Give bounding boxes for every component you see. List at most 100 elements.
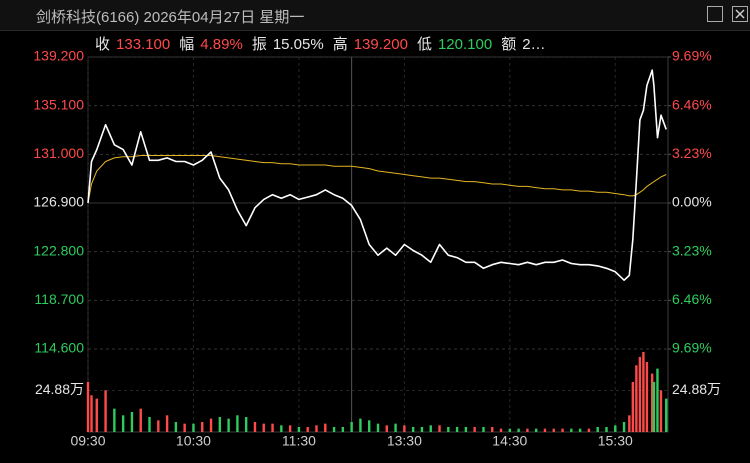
volume-bar: [174, 421, 178, 432]
volume-bar: [534, 428, 538, 432]
volume-bar: [288, 425, 292, 432]
volume-bar: [86, 381, 90, 432]
volume-bar: [638, 356, 642, 432]
stat: 低 120.100: [417, 33, 492, 54]
volume-bar: [192, 423, 195, 432]
volume-bar: [148, 416, 151, 432]
volume-bar: [394, 423, 397, 432]
volume-bar: [411, 426, 415, 432]
plot-frame: [87, 56, 669, 433]
stats-row: 收 133.100 幅 4.89% 振 15.05% 高 139.200 低 120.100 额 2…: [95, 33, 546, 54]
y2-tick-label: 3.23%: [672, 242, 712, 258]
volume-bar: [482, 426, 485, 432]
y-tick-label: 139.200: [33, 48, 84, 64]
volume-bar: [306, 426, 309, 432]
volume-bar: [201, 421, 204, 432]
volume-bar: [642, 351, 645, 432]
price-line: [87, 69, 667, 281]
y2-tick-label: 9.69%: [672, 340, 712, 356]
volume-bar: [631, 381, 635, 432]
volume-bar: [570, 428, 573, 432]
y2-tick-label: 9.69%: [672, 48, 712, 64]
y2-tick-label: 3.23%: [672, 145, 712, 161]
stat: 振 15.05%: [252, 33, 324, 54]
volume-bar: [464, 426, 468, 432]
stat-value: 120.100: [437, 36, 493, 53]
x-tick-label: 09:30: [70, 433, 105, 449]
stat-value: 139.200: [353, 36, 408, 53]
volume-bar: [209, 418, 213, 432]
volume-bar: [315, 425, 318, 432]
volume-bar: [628, 415, 631, 432]
volume-bar: [455, 426, 459, 432]
volume-bar: [90, 395, 93, 432]
stat-value: 133.100: [116, 36, 171, 53]
volume-bar: [403, 425, 406, 432]
volume-bar: [561, 428, 564, 432]
volume-bar: [385, 425, 388, 432]
x-tick-label: 11:30: [282, 433, 316, 449]
volume-bar: [526, 428, 529, 432]
volume-bar: [587, 428, 591, 432]
volume-bar: [508, 428, 512, 432]
y-tick-label: 122.800: [33, 242, 84, 258]
volume-bar: [438, 425, 441, 432]
volume-bar: [645, 361, 649, 432]
volume-bar: [447, 426, 450, 432]
volume-bar: [332, 426, 336, 432]
volume-bar: [297, 426, 301, 432]
stat-label: 高: [332, 36, 348, 53]
volume-bar: [244, 416, 248, 432]
y2-tick-label: 0.00%: [672, 194, 712, 210]
y-tick-label: 135.100: [33, 96, 84, 112]
volume-bar: [376, 423, 380, 432]
y2-tick-label: 6.46%: [672, 96, 712, 112]
stat-label: 收: [95, 36, 111, 53]
x-tick-label: 15:30: [598, 433, 633, 449]
stat-label: 低: [416, 36, 432, 53]
volume-bar: [552, 428, 555, 432]
volume-bar: [157, 420, 160, 432]
volume-bar: [104, 390, 107, 432]
x-tick-label: 13:30: [387, 433, 422, 449]
volume-bar: [236, 415, 239, 432]
volume-bar: [614, 425, 617, 432]
stat: 额 2…: [501, 33, 545, 54]
title-bar: 剑桥科技(6166) 2026年04月27日 星期一: [0, 0, 750, 31]
volume-bar: [622, 421, 626, 432]
volume-bar: [139, 408, 142, 432]
volume-bar: [517, 428, 520, 432]
volume-bar: [605, 426, 608, 432]
stat: 幅 4.89%: [179, 33, 243, 54]
maximize-button[interactable]: [707, 6, 723, 22]
volume-bar: [280, 425, 283, 432]
y-tick-label: 118.700: [34, 291, 84, 307]
stat: 收 133.100: [95, 33, 170, 54]
volume-bar: [271, 423, 274, 432]
volume-bar: [130, 411, 134, 432]
volume-bar: [324, 423, 327, 432]
volume-bar: [368, 420, 371, 432]
volume-bar: [578, 428, 582, 432]
volume-tick-label: 24.88万: [672, 381, 721, 397]
volume-bar: [359, 418, 362, 432]
stat-value: 15.05%: [272, 36, 324, 53]
chart-title: 剑桥科技(6166) 2026年04月27日 星期一: [36, 9, 305, 26]
stat: 高 139.200: [333, 33, 408, 54]
volume-bar: [543, 428, 547, 432]
volume-bar: [113, 408, 116, 432]
volume-bar: [652, 381, 656, 432]
volume-bar: [491, 426, 494, 432]
y-tick-label: 131.000: [33, 145, 84, 161]
volume-bar: [429, 425, 432, 432]
volume-bar: [341, 426, 345, 432]
volume-bar: [420, 426, 424, 432]
volume-bar: [596, 426, 599, 432]
volume-bar: [350, 421, 353, 432]
volume-bar: [253, 421, 257, 432]
volume-bar: [95, 398, 98, 432]
close-button[interactable]: [732, 6, 748, 22]
average-line: [87, 155, 667, 204]
